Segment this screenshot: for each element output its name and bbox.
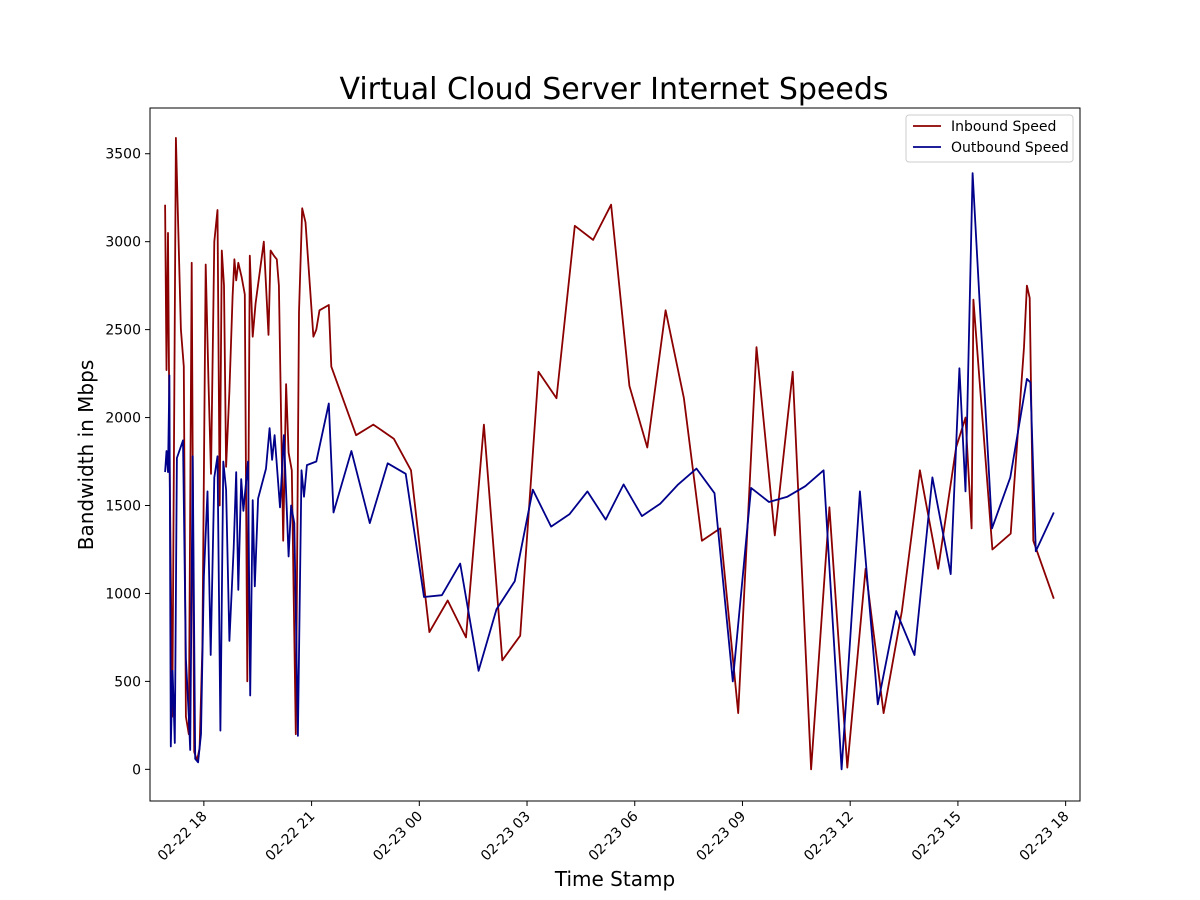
series-line-outbound-speed xyxy=(164,172,1055,771)
plot-area-frame xyxy=(149,107,1081,802)
y-tick-label: 2000 xyxy=(105,411,141,427)
y-tick-label: 3000 xyxy=(105,235,141,251)
y-tick-label: 1500 xyxy=(105,499,141,515)
legend: Inbound Speed Outbound Speed xyxy=(905,114,1074,163)
legend-label: Outbound Speed xyxy=(951,140,1069,156)
y-tick-label: 1000 xyxy=(105,586,141,602)
x-axis-label: Time Stamp xyxy=(554,867,675,891)
y-tick-label: 2500 xyxy=(105,323,141,339)
y-axis-label: Bandwidth in Mbps xyxy=(74,360,98,551)
series-line-inbound-speed xyxy=(164,137,1055,771)
y-tick-label: 0 xyxy=(132,762,141,778)
chart-title: Virtual Cloud Server Internet Speeds xyxy=(339,72,888,107)
legend-label: Inbound Speed xyxy=(951,119,1056,135)
legend-box xyxy=(905,114,1074,163)
y-axis-ticks: 0 500 1000 1500 2000 2500 3000 3500 xyxy=(105,147,150,778)
series-layer xyxy=(164,137,1055,771)
y-tick-label: 3500 xyxy=(105,147,141,163)
y-tick-label: 500 xyxy=(114,674,141,690)
